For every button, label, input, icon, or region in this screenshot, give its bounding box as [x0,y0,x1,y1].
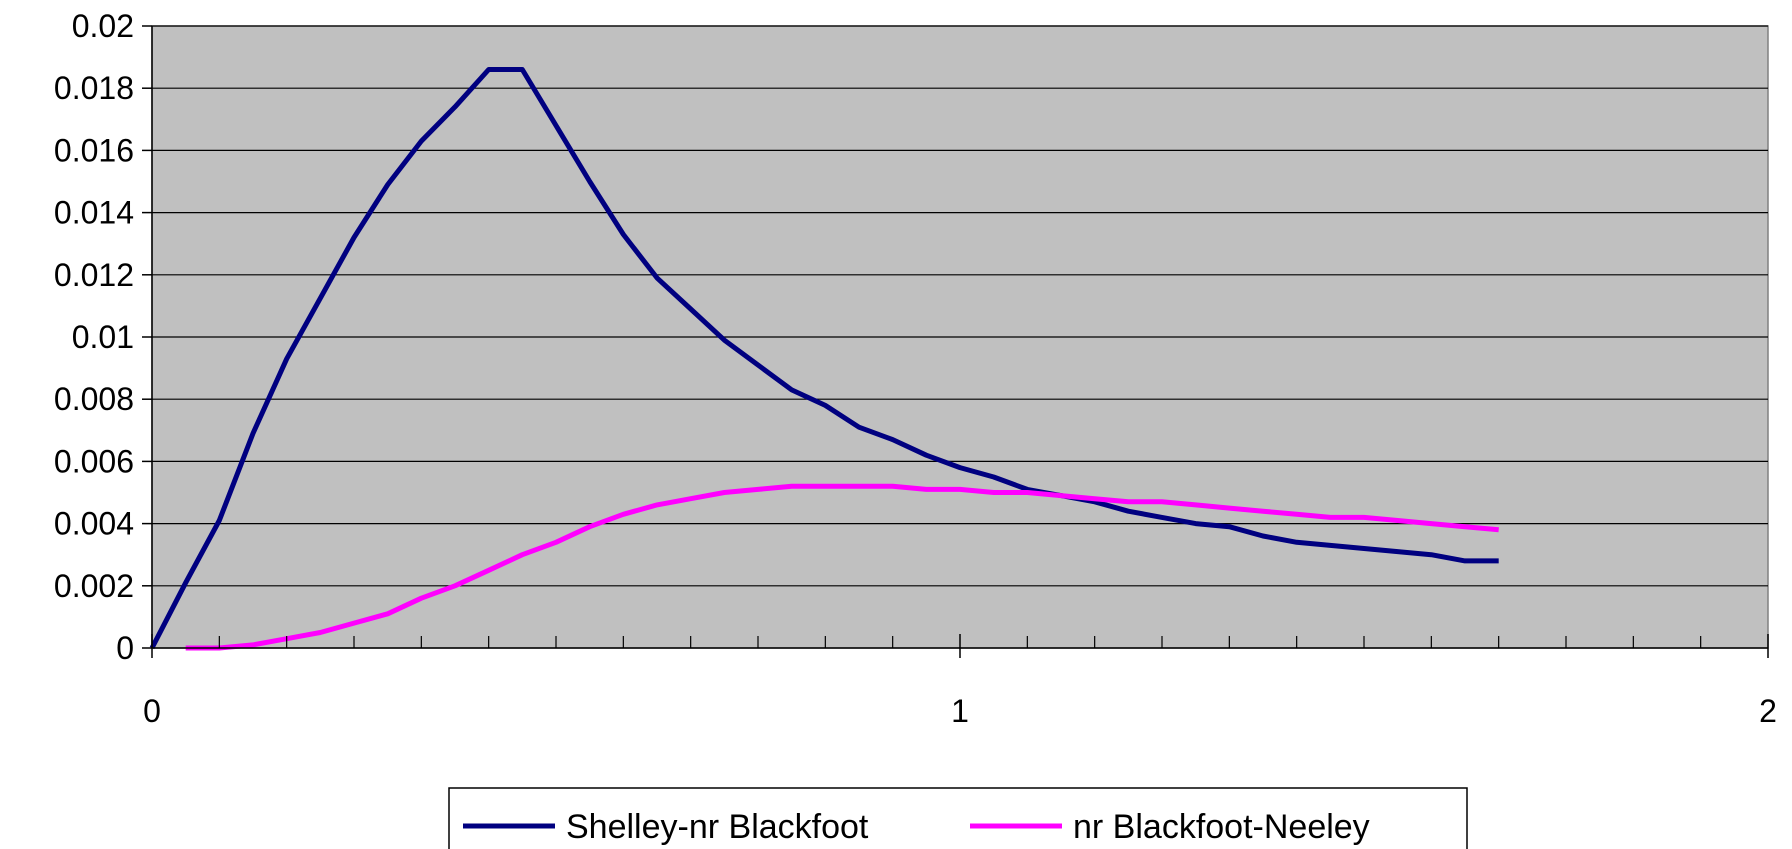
y-tick-label-3: 0.006 [54,443,134,479]
y-tick-label-8: 0.016 [54,132,134,168]
grid-lines [152,25,1768,587]
legend-label-1: nr Blackfoot-Neeley [1073,808,1370,846]
y-tick-label-10: 0.02 [72,8,134,44]
y-tick-label-5: 0.01 [72,319,134,355]
y-tick-label-9: 0.018 [54,70,134,106]
series-line-1 [185,483,1499,651]
x-axis-labels: 0 1 2 [143,693,1777,729]
legend: Shelley-nr Blackfoot nr Blackfoot-Neeley [448,787,1468,849]
y-tick-label-7: 0.014 [54,195,134,231]
y-tick-label-6: 0.012 [54,257,134,293]
x-tick-label-2: 2 [1759,693,1777,729]
x-tick-label-0: 0 [143,693,161,729]
series-layer [149,67,1499,651]
legend-label-0: Shelley-nr Blackfoot [566,808,869,846]
series-line-0 [149,67,1499,650]
y-axis-labels: 0 0.002 0.004 0.006 0.008 0.01 0.012 0.014 0.016… [54,8,134,666]
legend-box [448,787,1468,849]
y-tick-label-1: 0.002 [54,568,134,604]
axes [142,25,1769,658]
y-tick-label-4: 0.008 [54,381,134,417]
y-tick-label-2: 0.004 [54,506,134,542]
x-tick-label-1: 1 [951,693,969,729]
y-tick-label-0: 0 [116,630,134,666]
